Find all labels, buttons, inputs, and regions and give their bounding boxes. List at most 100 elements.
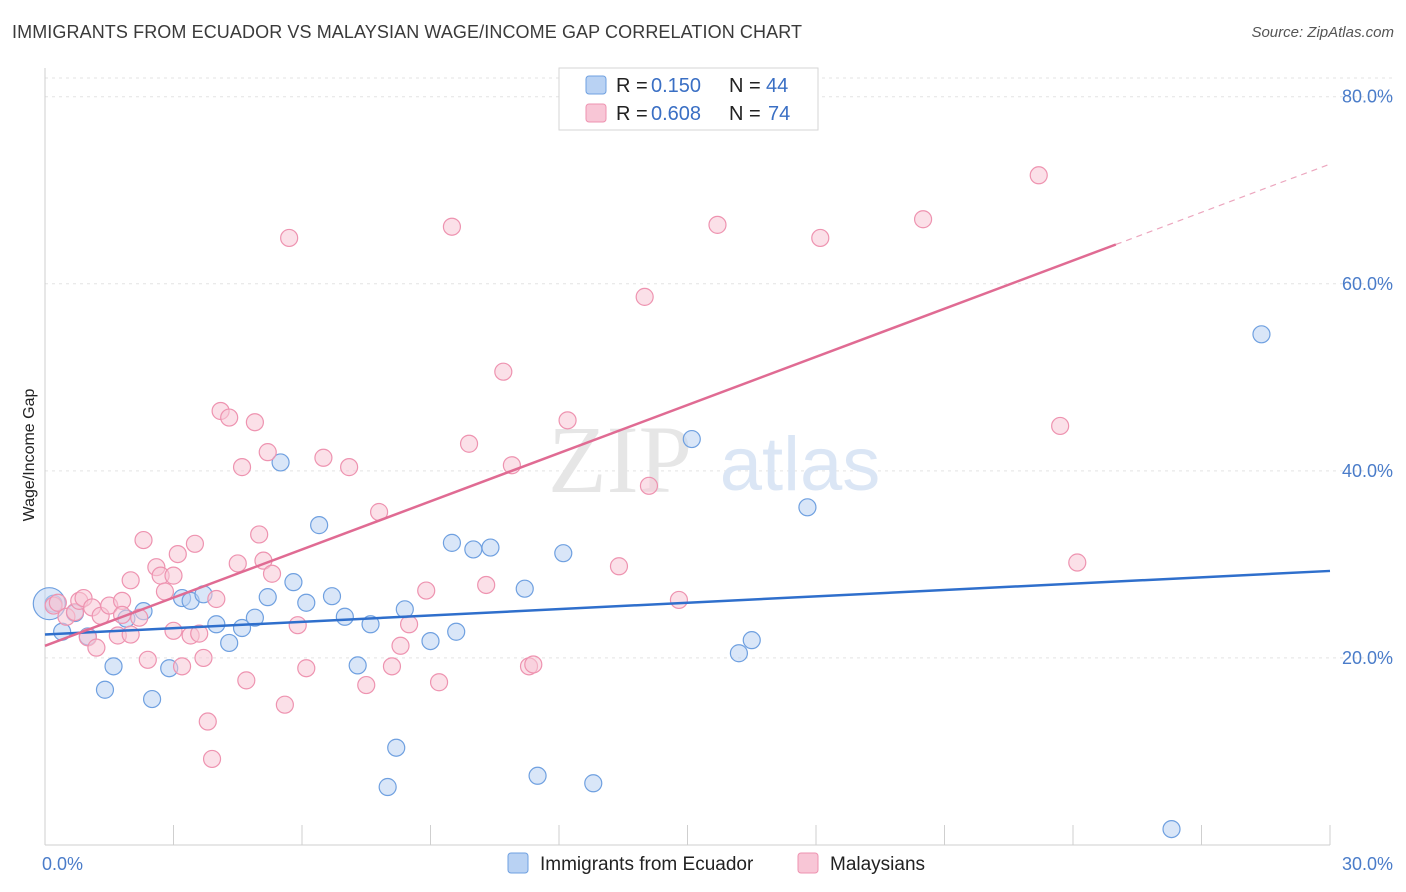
ecuador-point: [322, 587, 342, 606]
malaysians-point: [198, 712, 217, 731]
legend-r-label-0: R =: [616, 75, 648, 97]
legend-series: Immigrants from Ecuador Malaysians: [507, 852, 925, 875]
malaysians-point: [121, 625, 140, 644]
malaysians-point: [639, 476, 659, 495]
legend-bottom-swatch-malaysians: [797, 852, 819, 874]
y-tick-label: 20.0%: [1342, 648, 1393, 668]
x-tick-label: 30.0%: [1342, 854, 1393, 874]
trend-lines: [44, 163, 1331, 647]
y-tick-label: 40.0%: [1342, 461, 1393, 481]
y-tick-labels: 20.0% 40.0% 60.0% 80.0%: [1342, 87, 1393, 668]
ecuador-point: [142, 689, 162, 709]
ecuador-point: [104, 657, 123, 676]
ecuador-point: [528, 766, 547, 785]
malaysians-point: [391, 636, 410, 655]
ecuador-trend-line: [44, 569, 1331, 636]
malaysians-point: [558, 411, 577, 430]
ecuador-point: [335, 607, 354, 626]
malaysians-point: [190, 624, 209, 643]
legend-swatch-ecuador: [585, 75, 607, 95]
malaysians-point: [382, 657, 402, 676]
malaysians-point: [708, 215, 727, 234]
ecuador-point: [207, 615, 226, 634]
ecuador-point: [378, 777, 397, 797]
axes: [44, 68, 1331, 846]
malaysians-point: [138, 650, 157, 669]
malaysians-point: [340, 458, 359, 477]
malaysians-point: [1051, 416, 1070, 436]
ecuador-point: [348, 656, 367, 675]
ecuador-point: [447, 622, 466, 641]
malaysians-point: [121, 571, 140, 590]
malaysians-trend-extension: [1115, 163, 1331, 246]
malaysians-point: [258, 443, 277, 462]
legend-r-label-1: R =: [616, 103, 648, 125]
ecuador-point: [271, 453, 290, 472]
malaysians-point: [280, 228, 299, 248]
malaysians-point: [262, 564, 282, 583]
y-tick-label: 80.0%: [1342, 87, 1393, 107]
ecuador-point: [481, 538, 500, 557]
malaysians-point: [237, 671, 256, 690]
legend-n-value-1: 74: [768, 103, 790, 125]
legend-n-label-1: N =: [729, 103, 761, 125]
ecuador-point: [258, 588, 277, 607]
ecuador-point: [742, 631, 761, 650]
ecuador-point: [464, 540, 483, 559]
legend-correlation: R = 0.150 N = 44 R = 0.608 N = 74: [558, 67, 819, 131]
legend-label-malaysians: Malaysians: [830, 854, 925, 875]
malaysians-point: [194, 648, 213, 668]
malaysians-point: [168, 545, 187, 564]
malaysians-point: [913, 210, 933, 229]
malaysians-point: [609, 557, 629, 576]
ecuador-point: [220, 633, 239, 653]
malaysians-point: [207, 589, 226, 609]
legend-r-value-1: 0.608: [651, 103, 701, 125]
ecuador-point: [297, 593, 316, 612]
malaysians-point: [1029, 166, 1048, 185]
ecuador-point: [1162, 819, 1181, 839]
watermark-atlas: atlas: [720, 422, 881, 507]
malaysians-point: [477, 575, 496, 595]
chart-title: IMMIGRANTS FROM ECUADOR VS MALAYSIAN WAG…: [12, 22, 803, 42]
series-ecuador-points: [32, 325, 1271, 839]
malaysians-point: [811, 228, 830, 248]
malaysians-point: [314, 448, 333, 467]
malaysians-point: [245, 413, 264, 432]
malaysians-point: [669, 590, 689, 610]
malaysians-point: [220, 408, 239, 427]
ecuador-point: [1252, 325, 1271, 344]
ecuador-point: [387, 738, 406, 757]
legend-bottom-swatch-ecuador: [507, 852, 529, 874]
malaysians-point: [164, 621, 183, 640]
ecuador-point: [310, 516, 329, 535]
malaysians-trend-line: [44, 243, 1117, 647]
legend-label-ecuador: Immigrants from Ecuador: [540, 854, 754, 875]
x-tick-label: 0.0%: [42, 854, 83, 874]
watermark: ZIP atlas: [548, 406, 880, 513]
ecuador-point: [729, 644, 749, 663]
legend-n-value-0: 44: [766, 75, 788, 97]
ecuador-point: [584, 774, 603, 793]
ecuador-point: [95, 680, 115, 699]
malaysians-point: [275, 695, 294, 714]
legend-n-label-0: N =: [729, 75, 761, 97]
malaysians-point: [417, 581, 436, 600]
source-label: Source: ZipAtlas.com: [1251, 24, 1394, 41]
ecuador-point: [284, 573, 303, 592]
malaysians-point: [442, 217, 462, 236]
malaysians-point: [134, 530, 153, 550]
malaysians-point: [297, 659, 316, 678]
malaysians-point: [228, 554, 247, 573]
malaysians-point: [459, 434, 479, 453]
malaysians-point: [288, 616, 307, 635]
ecuador-point: [361, 615, 380, 634]
y-axis-title: Wage/Income Gap: [21, 389, 38, 522]
legend-r-value-0: 0.150: [651, 75, 701, 97]
malaysians-point: [164, 566, 183, 585]
malaysians-point: [524, 655, 543, 674]
ecuador-point: [682, 429, 701, 449]
ecuador-point: [442, 533, 462, 552]
malaysians-point: [172, 657, 192, 676]
